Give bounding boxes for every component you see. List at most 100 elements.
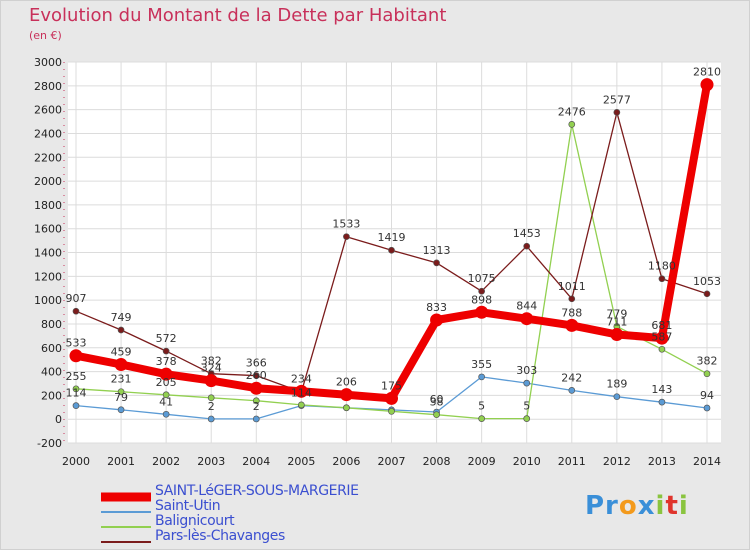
- data-label: 355: [471, 358, 492, 371]
- y-tick-label: 1600: [34, 223, 62, 236]
- data-point: [343, 404, 350, 412]
- x-tick-label: 2007: [378, 455, 406, 468]
- y-tick-label: 1200: [34, 270, 62, 283]
- data-label: 41: [159, 395, 173, 408]
- x-tick-label: 2003: [197, 455, 225, 468]
- y-tick-label: 2400: [34, 127, 62, 140]
- data-label: 366: [246, 357, 267, 370]
- logo-letter: i: [655, 491, 666, 521]
- data-point: [207, 394, 215, 402]
- data-point: [658, 398, 666, 406]
- data-point: [298, 401, 305, 409]
- data-point: [294, 384, 308, 398]
- data-point: [478, 287, 485, 295]
- data-point: [568, 387, 576, 394]
- data-point: [159, 367, 173, 381]
- y-tick-label: 600: [41, 342, 62, 355]
- data-point: [523, 415, 531, 422]
- data-label: 378: [156, 355, 177, 368]
- x-tick-label: 2005: [287, 455, 315, 468]
- x-tick-label: 2000: [62, 455, 90, 468]
- data-label: 114: [291, 387, 312, 400]
- data-label: 1313: [423, 244, 451, 257]
- data-point: [252, 372, 260, 379]
- x-tick-label: 2009: [468, 455, 496, 468]
- data-point: [433, 259, 440, 267]
- proxiti-logo: Proxiti: [585, 491, 689, 521]
- data-point: [700, 78, 714, 92]
- logo-letter: Pr: [585, 491, 619, 521]
- y-tick-label: 400: [41, 366, 62, 379]
- data-label: 1011: [558, 280, 586, 293]
- data-label: 833: [426, 301, 447, 314]
- data-point: [478, 373, 485, 381]
- data-label: 2: [253, 400, 260, 413]
- data-label: 38: [430, 396, 444, 409]
- y-tick-label: 3000: [34, 56, 62, 69]
- data-point: [613, 109, 621, 116]
- data-point: [475, 305, 489, 319]
- data-point: [568, 295, 576, 303]
- data-point: [69, 349, 83, 363]
- data-point: [523, 242, 531, 250]
- data-point: [613, 393, 621, 401]
- legend-swatch: [101, 511, 151, 513]
- y-tick-label: 1800: [34, 199, 62, 212]
- data-label: 5: [478, 400, 485, 413]
- data-point: [72, 402, 80, 409]
- y-tick-label: 2600: [34, 104, 62, 117]
- data-label: 189: [606, 378, 627, 391]
- data-point: [523, 379, 531, 387]
- data-label: 1053: [693, 275, 721, 288]
- data-point: [252, 397, 260, 405]
- logo-letter: x: [637, 491, 656, 521]
- y-tick-label: 1000: [34, 294, 62, 307]
- data-point: [430, 313, 444, 327]
- data-point: [339, 388, 353, 402]
- data-point: [249, 381, 263, 395]
- chart-title: Evolution du Montant de la Dette par Hab…: [29, 5, 447, 26]
- data-label: 587: [651, 330, 672, 343]
- data-point: [385, 391, 398, 405]
- data-label: 533: [66, 337, 87, 350]
- x-tick-label: 2002: [152, 455, 180, 468]
- data-label: 788: [561, 306, 582, 319]
- logo-letter: o: [618, 491, 638, 521]
- data-label: 681: [651, 319, 672, 332]
- data-label: 206: [336, 376, 357, 389]
- data-label: 1453: [513, 227, 541, 240]
- data-point: [114, 358, 128, 372]
- x-tick-label: 2013: [648, 455, 676, 468]
- y-tick-label: 0: [55, 413, 62, 426]
- data-point: [207, 415, 215, 423]
- data-label: 1075: [468, 272, 496, 285]
- data-label: 94: [700, 389, 714, 402]
- chart-unit-label: (en €): [29, 29, 62, 42]
- data-label: 260: [246, 369, 267, 382]
- y-tick-label: -200: [37, 437, 62, 450]
- legend-label: Pars-lès-Chavanges: [155, 528, 285, 544]
- x-tick-label: 2011: [558, 455, 586, 468]
- data-point: [703, 404, 711, 412]
- data-label: 711: [606, 316, 627, 329]
- legend-label: SAINT-LéGER-SOUS-MARGERIE: [155, 483, 359, 499]
- data-label: 844: [516, 300, 537, 313]
- data-point: [703, 370, 711, 378]
- data-point: [162, 410, 170, 418]
- data-point: [204, 374, 218, 388]
- data-point: [658, 275, 666, 283]
- data-point: [610, 328, 624, 342]
- data-label: 303: [516, 364, 537, 377]
- data-point: [568, 121, 576, 128]
- y-tick-label: 2800: [34, 80, 62, 93]
- legend-swatch: [101, 541, 151, 543]
- data-label: 60: [430, 393, 444, 406]
- data-point: [478, 415, 485, 422]
- data-label: 255: [66, 370, 87, 383]
- y-tick-label: 200: [41, 389, 62, 402]
- logo-letter: t: [665, 491, 679, 521]
- x-tick-label: 2008: [423, 455, 451, 468]
- legend-label: Balignicourt: [155, 513, 235, 529]
